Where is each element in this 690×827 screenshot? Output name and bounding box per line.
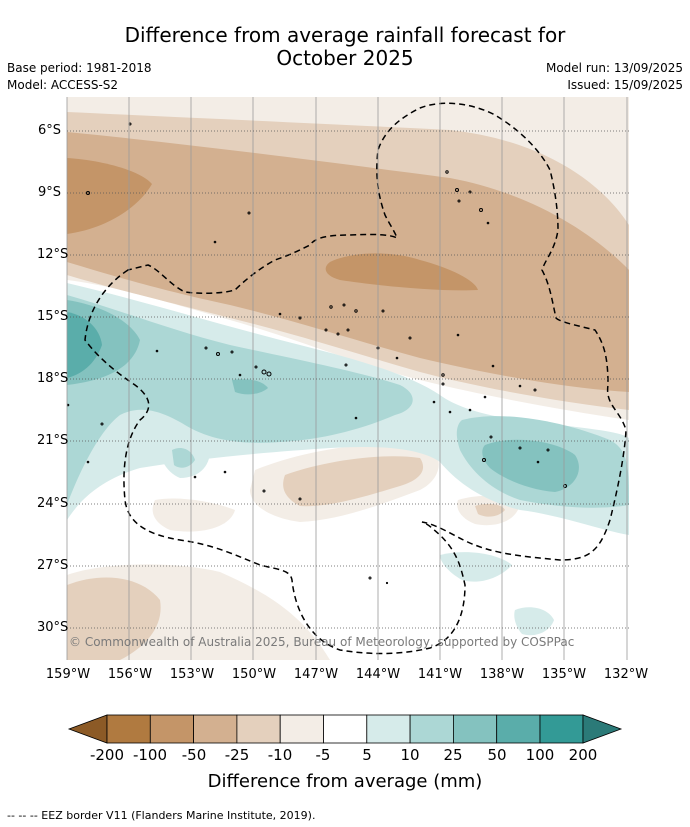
lat-label-9s: 9°S <box>37 185 61 200</box>
lon-label-132w: 132°W <box>603 667 649 682</box>
colorbar-label-p100: 100 <box>525 746 555 764</box>
colorbar-label-m100: -100 <box>132 746 168 764</box>
lat-label-27s: 27°S <box>37 558 69 573</box>
colorbar-segment-m50 <box>193 714 238 744</box>
contour-band-p25-central <box>232 379 268 395</box>
contour-band-m25-sw <box>67 577 161 660</box>
colorbar-segment-p5 <box>366 714 411 744</box>
contour-band-p50-west <box>67 312 102 378</box>
lon-label-141w: 141°W <box>417 667 463 682</box>
contour-band-m10-small <box>152 498 235 532</box>
lon-label-135w: 135°W <box>541 667 587 682</box>
colorbar-segment-m100 <box>149 714 195 744</box>
colorbar-title: Difference from average (mm) <box>207 771 483 792</box>
meta-left: Base period: 1981-2018 Model: ACCESS-S2 <box>7 60 152 94</box>
meta-right: Model run: 13/09/2025 Issued: 15/09/2025 <box>546 60 683 94</box>
colorbar-segment-m25 <box>236 714 281 744</box>
colorbar-label-p200: 200 <box>568 746 598 764</box>
model-run: Model run: 13/09/2025 <box>545 61 683 75</box>
colorbar-extend-low <box>67 714 108 744</box>
contour-band-p10-west <box>67 295 413 505</box>
lon-label-147w: 147°W <box>293 667 339 682</box>
lat-label-15s: 15°S <box>37 309 69 324</box>
lon-label-159w: 159°W <box>45 667 91 682</box>
lon-label-144w: 144°W <box>355 667 401 682</box>
contour-band-m100-west <box>67 158 152 234</box>
colorbar-label-p10: 10 <box>400 746 420 764</box>
colorbar-segment-p25 <box>452 714 498 744</box>
colorbar-label-m200: -200 <box>89 746 125 764</box>
lon-label-156w: 156°W <box>107 667 153 682</box>
island-outlines <box>67 122 567 585</box>
lat-label-30s: 30°S <box>37 620 69 635</box>
lon-label-138w: 138°W <box>479 667 525 682</box>
eez-legend-note: -- -- -- EEZ border V11 (Flanders Marine… <box>7 809 316 822</box>
lon-label-153w: 153°W <box>169 667 215 682</box>
colorbar-label-m5: -5 <box>315 746 331 764</box>
lat-label-18s: 18°S <box>37 371 69 386</box>
colorbar-label-p25: 25 <box>443 746 463 764</box>
colorbar-segment-m5 <box>323 714 368 744</box>
contour-band-p25-ne <box>482 439 579 492</box>
title-line-1: Difference from average rainfall forecas… <box>124 23 566 47</box>
colorbar-label-m50: -50 <box>181 746 207 764</box>
map-title: Difference from average rainfall forecas… <box>0 24 690 70</box>
colorbar <box>67 714 623 744</box>
base-period: Base period: 1981-2018 <box>7 61 152 75</box>
colorbar-label-p5: 5 <box>362 746 372 764</box>
lon-label-150w: 150°W <box>231 667 277 682</box>
lat-label-12s: 12°S <box>37 247 69 262</box>
map-copyright: © Commonwealth of Australia 2025, Bureau… <box>69 635 574 649</box>
contour-band-m25-east <box>475 503 505 517</box>
title-line-2: October 2025 <box>276 46 414 70</box>
contour-band-m25-south <box>283 456 424 507</box>
colorbar-segment-m10 <box>279 714 324 744</box>
colorbar-label-m25: -25 <box>224 746 250 764</box>
lat-label-6s: 6°S <box>37 123 61 138</box>
colorbar-segment-p10 <box>409 714 454 744</box>
colorbar-segment-p100 <box>539 714 584 744</box>
colorbar-segment-p50 <box>496 714 541 744</box>
latitude-gridlines <box>67 130 629 629</box>
contour-band-p10-small <box>172 448 195 468</box>
colorbar-label-p50: 50 <box>487 746 507 764</box>
colorbar-segment-m200 <box>106 714 151 744</box>
lat-label-24s: 24°S <box>37 496 69 511</box>
eez-border-french-polynesia <box>84 102 627 655</box>
colorbar-extend-high <box>582 714 623 744</box>
contour-band-p5-south <box>440 552 512 582</box>
model-name: Model: ACCESS-S2 <box>7 78 119 92</box>
lat-label-21s: 21°S <box>37 433 69 448</box>
issued-date: Issued: 15/09/2025 <box>567 78 683 92</box>
colorbar-label-m10: -10 <box>267 746 293 764</box>
